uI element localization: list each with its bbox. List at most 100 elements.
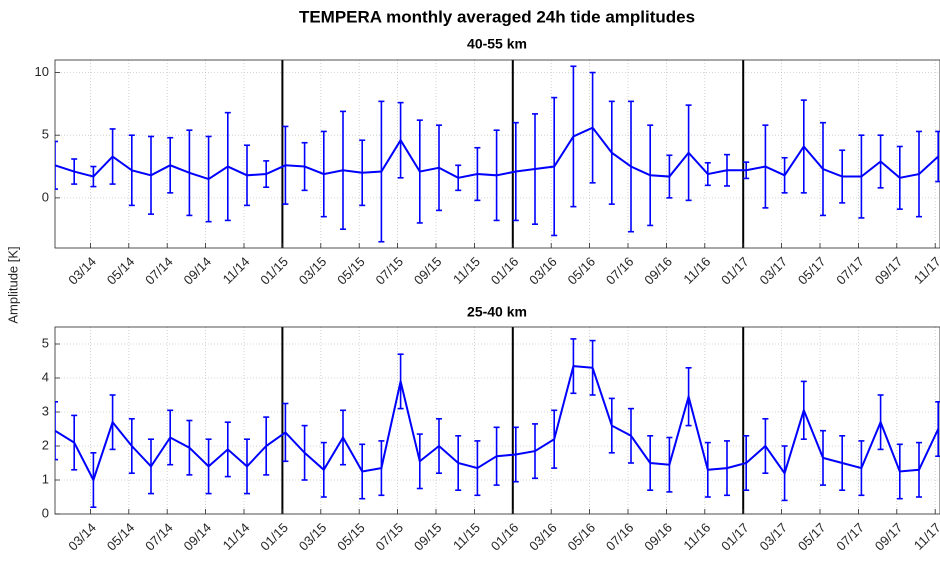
error-bar (378, 100, 385, 243)
error-bar (762, 124, 769, 209)
error-bar (532, 113, 538, 225)
y-axis-label: Amplitude [K] (5, 246, 20, 323)
x-tick-label: 07/17 (833, 520, 867, 554)
error-bar (916, 441, 922, 498)
error-bar (378, 440, 385, 497)
error-bar (743, 161, 750, 180)
error-bar (397, 353, 404, 410)
error-bar (608, 397, 615, 454)
x-tick-label: 05/16 (565, 520, 599, 554)
error-bar (301, 141, 308, 192)
error-bar (820, 429, 826, 486)
error-bar (512, 426, 519, 483)
error-bar (244, 438, 250, 495)
error-bar (109, 394, 116, 451)
error-bar (493, 426, 500, 486)
x-tick-label: 05/17 (795, 254, 829, 288)
error-bar (647, 124, 654, 227)
x-tick-label: 03/14 (65, 254, 99, 288)
error-bar (340, 409, 346, 466)
error-bar (205, 438, 212, 495)
error-bar (877, 134, 884, 189)
error-bar (359, 443, 366, 500)
error-bar (71, 158, 78, 185)
x-tick-label: 09/17 (872, 520, 906, 554)
y-tick-label: 0 (42, 189, 49, 204)
figure-title: TEMPERA monthly averaged 24h tide amplit… (299, 7, 695, 26)
y-tick-label: 2 (42, 437, 49, 452)
x-tick-label: 07/15 (373, 520, 407, 554)
error-bar (55, 400, 58, 461)
error-bar (301, 424, 308, 481)
error-bar (55, 140, 58, 190)
error-bar (436, 417, 442, 475)
error-bar (186, 129, 193, 217)
error-bar (666, 154, 673, 199)
error-bar (148, 438, 154, 495)
x-tick-label: 09/14 (181, 520, 215, 554)
error-bar (532, 423, 538, 480)
error-bar (858, 440, 865, 497)
error-bar (512, 121, 519, 222)
x-tick-label: 05/16 (565, 254, 599, 288)
x-tick-label: 01/17 (718, 254, 752, 288)
error-bar (589, 339, 596, 396)
error-bar (570, 65, 577, 208)
error-bar (551, 96, 558, 237)
error-bar (205, 135, 212, 223)
error-bar (167, 409, 174, 466)
error-bar (666, 436, 673, 493)
error-bar (935, 130, 940, 183)
error-bar (628, 407, 634, 464)
error-bar (685, 366, 692, 427)
x-tick-label: 03/16 (526, 254, 560, 288)
x-tick-label: 03/16 (526, 520, 560, 554)
y-tick-label: 4 (42, 369, 49, 384)
error-bar (90, 165, 97, 188)
x-tick-label: 07/16 (603, 520, 637, 554)
y-tick-label: 1 (42, 471, 49, 486)
error-bar (916, 130, 922, 218)
error-bar (704, 161, 711, 187)
y-tick-label: 3 (42, 403, 49, 418)
error-bar (263, 416, 270, 476)
x-tick-label: 01/16 (488, 254, 522, 288)
error-bar (570, 338, 577, 395)
error-bar (704, 441, 711, 498)
x-tick-label: 05/14 (104, 520, 138, 554)
error-bar (608, 100, 615, 205)
x-tick-label: 09/17 (872, 254, 906, 288)
x-tick-label: 11/17 (911, 254, 940, 287)
error-bar (647, 434, 654, 492)
plot-area (55, 338, 940, 509)
error-bar (551, 409, 558, 469)
error-bar (935, 400, 940, 458)
error-bar (282, 402, 289, 463)
error-bar (320, 130, 327, 218)
x-tick-label: 11/16 (680, 254, 713, 287)
x-tick-label: 05/15 (334, 520, 368, 554)
x-tick-label: 11/14 (220, 254, 253, 287)
subplot-title: 40-55 km (467, 36, 527, 52)
error-bar (628, 100, 634, 233)
error-bar (244, 144, 250, 207)
x-tick-label: 09/15 (411, 520, 445, 554)
error-bar (263, 160, 270, 189)
error-bar (800, 380, 807, 441)
x-tick-label: 11/17 (911, 520, 940, 553)
error-bar (493, 129, 500, 222)
x-tick-label: 11/16 (680, 520, 713, 553)
error-bar (743, 434, 750, 492)
error-bar (224, 111, 231, 222)
x-tick-label: 01/17 (718, 520, 752, 554)
error-bar (109, 128, 116, 185)
error-bar (397, 101, 404, 179)
error-bar (71, 414, 78, 471)
y-tick-label: 5 (42, 335, 49, 350)
error-bar (416, 119, 423, 224)
x-tick-label: 03/17 (757, 254, 791, 288)
x-tick-label: 11/15 (450, 520, 483, 553)
x-tick-label: 07/15 (373, 254, 407, 288)
x-tick-label: 11/15 (450, 254, 483, 287)
x-tick-label: 03/15 (296, 520, 330, 554)
